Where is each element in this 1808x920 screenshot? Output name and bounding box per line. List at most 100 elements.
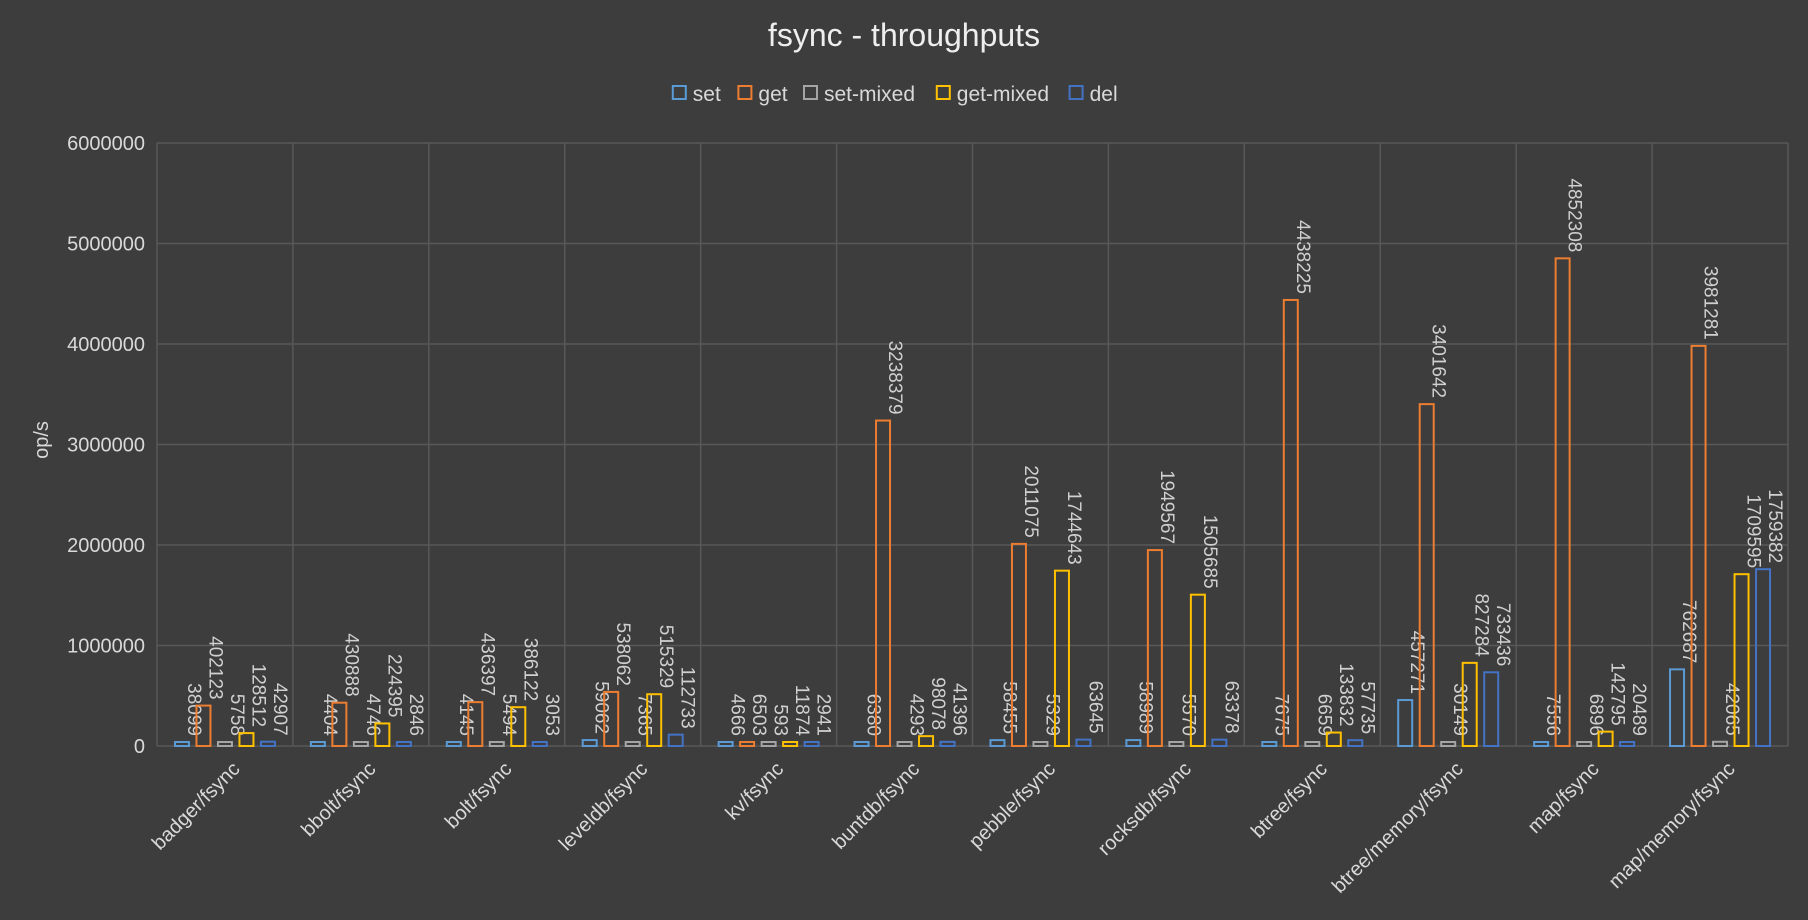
legend-swatch-set-mixed [803,85,818,100]
data-label-set-mixed: 593 [770,704,791,736]
data-label-get: 3238379 [884,341,905,415]
data-label-del: 3053 [541,694,562,736]
data-label-del: 63645 [1084,681,1105,734]
data-label-get-mixed: 224395 [383,654,404,717]
legend-label-set-mixed: set-mixed [824,83,915,106]
bar-get [739,741,756,747]
legend-swatch-del [1068,85,1084,100]
data-label-set: 58455 [998,681,1019,734]
data-label-get: 2011075 [1020,465,1041,538]
data-label-del: 57735 [1356,681,1377,734]
x-tick-label: badger/fsync [148,758,245,855]
bar-get-mixed [1461,661,1478,748]
x-tick-label: bolt/fsync [441,758,516,833]
data-label-set: 7675 [1270,694,1291,736]
bar-del [1755,568,1772,748]
data-label-set-mixed: 30149 [1449,683,1470,736]
data-label-set-mixed: 4293 [906,694,927,736]
bar-del [259,740,276,748]
data-label-del: 42907 [269,683,290,736]
data-label-get-mixed: 1709595 [1743,494,1764,568]
data-label-del: 63378 [1220,681,1241,734]
bar-set-mixed [624,741,641,747]
data-label-set: 38099 [183,683,204,736]
legend-swatch-set [671,85,687,100]
data-label-set-mixed: 7365 [634,694,655,736]
y-tick-label: 6000000 [67,133,145,155]
data-label-del: 112733 [677,667,698,729]
bar-del [1075,738,1092,748]
bar-get-mixed [1189,593,1206,747]
x-tick-label: leveldb/fsync [555,758,652,855]
bar-get [195,704,212,747]
bar-set [1669,668,1686,748]
data-label-get-mixed: 1744643 [1063,491,1084,565]
bar-get-mixed [374,722,391,747]
data-label-get-mixed: 98078 [927,677,948,730]
data-label-set: 6380 [863,694,884,736]
data-label-del: 2941 [813,694,834,736]
bar-get [1554,257,1571,747]
bar-del [531,741,548,747]
bar-set [173,741,190,747]
bar-set-mixed [352,741,369,747]
bar-get [467,701,484,747]
data-label-set: 762687 [1678,600,1699,663]
data-label-get: 4438225 [1292,220,1313,294]
data-label-get-mixed: 128512 [247,664,268,727]
bar-del [1483,671,1500,747]
data-label-del: 20489 [1628,683,1649,736]
data-label-set: 7556 [1542,694,1563,736]
bar-set [717,741,734,747]
data-label-get: 538062 [612,623,633,686]
x-tick-label: pebble/fsync [965,758,1060,853]
bar-get-mixed [510,706,527,748]
data-label-get-mixed: 386122 [519,638,540,701]
bar-set [853,741,870,747]
data-label-get-mixed: 827284 [1471,593,1492,657]
data-label-get: 436397 [476,633,497,696]
bar-del [395,741,412,747]
x-tick-label: map/fsync [1524,758,1604,838]
data-label-get-mixed: 11874 [791,685,812,737]
bar-set-mixed [1440,741,1457,747]
bar-set [1533,741,1550,747]
legend-label-set: set [693,83,721,106]
data-label-get-mixed: 515329 [655,625,676,688]
bar-set-mixed [1032,741,1049,747]
data-label-get: 402123 [204,636,225,699]
bar-set-mixed [1576,741,1593,747]
bar-get-mixed [1597,730,1614,748]
data-label-del: 733436 [1492,603,1513,666]
bar-set [1397,699,1414,747]
bar-get-mixed [238,732,255,747]
x-tick-label: btree/fsync [1247,758,1332,843]
data-label-get: 3981281 [1700,266,1721,340]
bar-del [1347,739,1364,747]
data-label-set-mixed: 5329 [1041,694,1062,736]
y-tick-label: 2000000 [67,535,145,557]
bar-get [875,419,892,747]
legend-label-del: del [1090,83,1118,106]
bar-set-mixed [760,741,777,747]
bar-set-mixed [1304,741,1321,747]
chart-title: fsync - throughputs [768,17,1040,53]
data-label-set-mixed: 6896 [1585,694,1606,736]
y-tick-label: 4000000 [67,334,145,356]
bar-del [803,741,820,747]
bar-get-mixed [782,741,799,747]
bar-get-mixed [1325,731,1342,747]
bar-get [1010,542,1027,747]
data-label-set: 457271 [1406,631,1427,694]
bar-set [989,739,1006,747]
bar-set-mixed [216,741,233,747]
x-tick-label: btree/memory/fsync [1328,758,1468,898]
y-tick-label: 0 [134,736,145,758]
bar-set [445,741,462,747]
y-tick-label: 5000000 [67,234,145,256]
data-label-set: 4145 [455,694,476,736]
data-label-set-mixed: 42065 [1721,683,1742,736]
y-tick-label: 1000000 [67,636,145,658]
data-label-get: 6503 [748,694,769,736]
